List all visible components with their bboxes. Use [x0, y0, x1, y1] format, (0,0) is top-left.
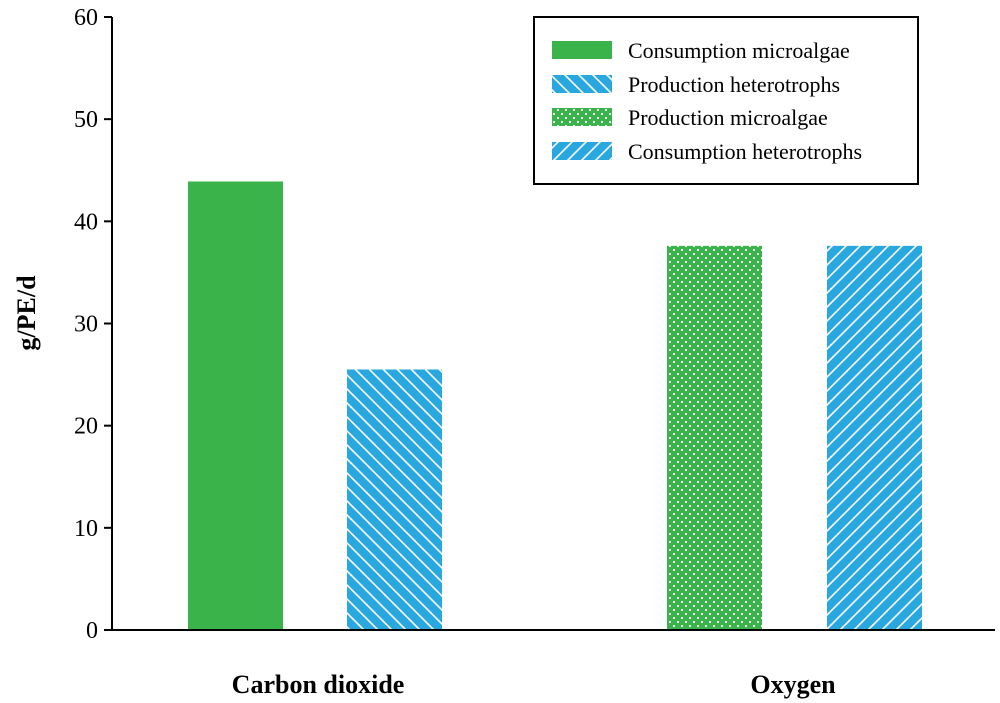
- y-axis-label: g/PE/d: [12, 275, 41, 351]
- bar-carbon-dioxide-consumption-microalgae: [188, 181, 283, 630]
- legend-label: Consumption heterotrophs: [628, 139, 862, 164]
- legend-swatch: [552, 108, 612, 126]
- y-tick-label: 20: [74, 414, 98, 440]
- legend-swatch: [552, 142, 612, 160]
- legend-label: Production heterotrophs: [628, 72, 840, 97]
- bar-oxygen-production-microalgae: [667, 245, 762, 630]
- y-tick-label: 0: [86, 618, 98, 644]
- category-label: Carbon dioxide: [232, 670, 405, 699]
- y-tick-label: 60: [74, 5, 98, 31]
- axes: [111, 17, 995, 631]
- bar-oxygen-consumption-heterotrophs: [827, 245, 922, 630]
- legend: Consumption microalgae Production heterot…: [533, 16, 919, 185]
- y-tick-label: 30: [74, 312, 98, 338]
- bars: [188, 181, 922, 630]
- category-labels: Carbon dioxide Oxygen: [232, 670, 836, 699]
- category-label: Oxygen: [750, 670, 836, 699]
- legend-label: Production microalgae: [628, 105, 828, 130]
- y-axis-ticks: 0 10 20 30 40 50 60: [74, 5, 112, 644]
- legend-swatch: [552, 75, 612, 93]
- bar-carbon-dioxide-production-heterotrophs: [347, 369, 442, 630]
- y-tick-label: 40: [74, 209, 98, 235]
- legend-swatch: [552, 41, 612, 59]
- y-tick-label: 50: [74, 107, 98, 133]
- legend-label: Consumption microalgae: [628, 38, 850, 63]
- y-tick-label: 10: [74, 516, 98, 542]
